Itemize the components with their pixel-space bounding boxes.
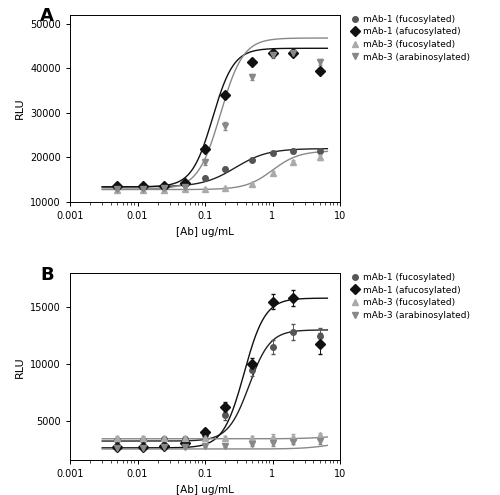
Y-axis label: RLU: RLU [14, 98, 24, 119]
Legend: mAb-1 (fucosylated), mAb-1 (afucosylated), mAb-3 (fucosylated), mAb-3 (arabinosy: mAb-1 (fucosylated), mAb-1 (afucosylated… [348, 269, 473, 323]
Y-axis label: RLU: RLU [14, 356, 24, 378]
X-axis label: [Ab] ug/mL: [Ab] ug/mL [176, 485, 234, 495]
X-axis label: [Ab] ug/mL: [Ab] ug/mL [176, 227, 234, 237]
Text: B: B [40, 266, 54, 284]
Legend: mAb-1 (fucosylated), mAb-1 (afucosylated), mAb-3 (fucosylated), mAb-3 (arabinosy: mAb-1 (fucosylated), mAb-1 (afucosylated… [348, 11, 473, 65]
Text: A: A [40, 7, 54, 25]
